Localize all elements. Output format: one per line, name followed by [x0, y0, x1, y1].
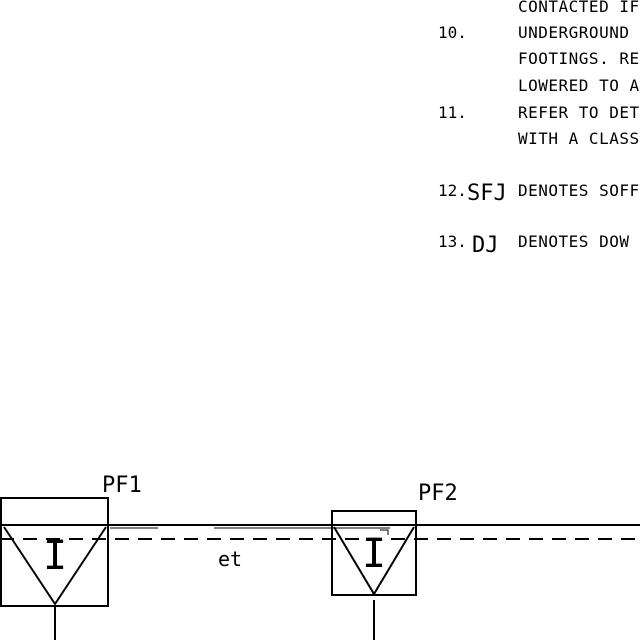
pad-footing-pf2: PF2 I [331, 481, 458, 640]
note-12-line-1: DENOTES SOFF [518, 181, 640, 200]
note-10-number: 10. [438, 23, 467, 42]
note-10-line-1: UNDERGROUND [518, 23, 629, 42]
note-13-line-1: DENOTES DOW [518, 232, 629, 251]
general-notes: CONTACTED IF 10. UNDERGROUND FOOTINGS. R… [438, 0, 640, 258]
footing-symbol: I [362, 531, 386, 577]
note-11-number: 11. [438, 103, 467, 122]
footing-label: PF2 [418, 481, 458, 506]
footing-symbol: I [43, 533, 67, 579]
footing-triangle [3, 526, 107, 606]
note-13-symbol: DJ [472, 233, 499, 258]
annotation-text: et [218, 547, 242, 571]
note-10-line-3: LOWERED TO A [518, 76, 640, 95]
note-9-line-1: CONTACTED IF [518, 0, 640, 16]
note-11-line-1: REFER TO DET [518, 103, 640, 122]
note-12-number: 12. [438, 181, 467, 200]
note-12-symbol: SFJ [467, 181, 507, 206]
footing-label: PF1 [102, 473, 142, 498]
footing-triangle [333, 526, 415, 596]
beam-lines [0, 524, 640, 540]
note-10-line-2: FOOTINGS. REF [518, 49, 640, 68]
pad-footing-pf1: PF1 I [0, 473, 142, 640]
note-13-number: 13. [438, 232, 467, 251]
leader-mark [380, 529, 389, 535]
note-11-line-2: WITH A CLASS [518, 129, 640, 148]
